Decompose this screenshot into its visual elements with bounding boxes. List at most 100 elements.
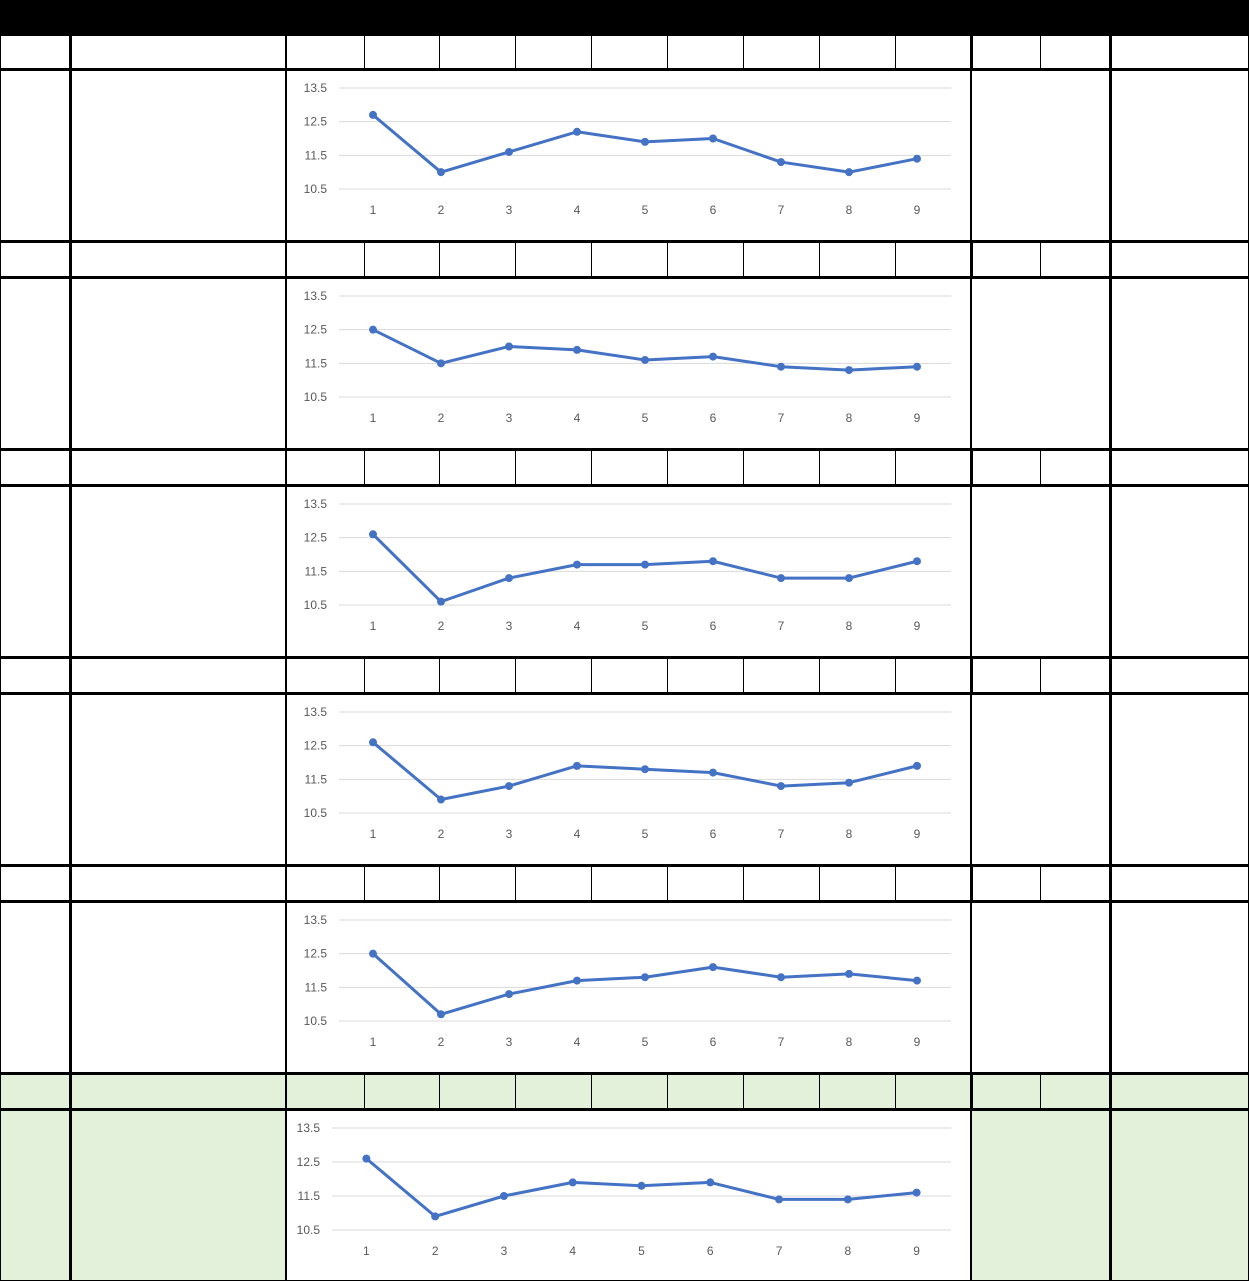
value-cell[interactable] <box>895 242 971 278</box>
value-cell[interactable] <box>971 658 1040 694</box>
value-cell[interactable] <box>515 1074 591 1110</box>
value-cell[interactable] <box>515 35 591 70</box>
value-cell[interactable] <box>591 450 667 486</box>
value-cell[interactable] <box>591 658 667 694</box>
value-cell[interactable] <box>364 866 439 902</box>
value-cell[interactable] <box>286 450 364 486</box>
value-cell[interactable] <box>743 242 819 278</box>
value-cell[interactable] <box>364 658 439 694</box>
data-point <box>499 1192 508 1200</box>
value-cell[interactable] <box>591 35 667 70</box>
value-cell[interactable] <box>1040 1074 1110 1110</box>
value-cell[interactable] <box>364 35 439 70</box>
value-cell[interactable] <box>667 242 743 278</box>
value-cell[interactable] <box>591 242 667 278</box>
data-point <box>568 1178 577 1187</box>
value-cell[interactable] <box>1179 658 1249 694</box>
value-cell[interactable] <box>743 450 819 486</box>
value-cell[interactable] <box>286 1074 364 1110</box>
value-cell[interactable] <box>1040 35 1110 70</box>
year-cell[interactable] <box>0 866 70 902</box>
data-point <box>505 782 513 791</box>
data-point <box>437 168 445 177</box>
value-cell[interactable] <box>515 658 591 694</box>
value-cell[interactable] <box>364 1074 439 1110</box>
year-cell[interactable] <box>0 658 70 694</box>
value-cell[interactable] <box>667 1074 743 1110</box>
value-cell[interactable] <box>1040 450 1110 486</box>
value-cell[interactable] <box>667 658 743 694</box>
value-cell[interactable] <box>364 450 439 486</box>
value-cell[interactable] <box>819 242 895 278</box>
value-cell[interactable] <box>1040 242 1110 278</box>
value-cell[interactable] <box>971 866 1040 902</box>
value-cell[interactable] <box>667 35 743 70</box>
value-cell[interactable] <box>591 866 667 902</box>
value-cell[interactable] <box>286 658 364 694</box>
value-cell[interactable] <box>1110 1074 1179 1110</box>
horse-name-cell[interactable] <box>70 450 286 486</box>
horse-name-cell[interactable] <box>70 866 286 902</box>
x-tick-label: 1 <box>363 1244 370 1258</box>
horse-name-cell[interactable] <box>70 242 286 278</box>
value-cell[interactable] <box>286 866 364 902</box>
value-cell[interactable] <box>439 658 515 694</box>
value-cell[interactable] <box>1110 35 1179 70</box>
year-cell[interactable] <box>0 450 70 486</box>
value-cell[interactable] <box>895 658 971 694</box>
value-cell[interactable] <box>1179 450 1249 486</box>
value-cell[interactable] <box>515 450 591 486</box>
value-cell[interactable] <box>895 1074 971 1110</box>
value-cell[interactable] <box>1179 866 1249 902</box>
year-cell[interactable] <box>0 35 70 70</box>
year-cell[interactable] <box>0 242 70 278</box>
value-cell[interactable] <box>515 866 591 902</box>
value-cell[interactable] <box>1179 1074 1249 1110</box>
value-cell[interactable] <box>819 35 895 70</box>
value-cell[interactable] <box>439 242 515 278</box>
value-cell[interactable] <box>895 866 971 902</box>
value-cell[interactable] <box>286 35 364 70</box>
value-cell[interactable] <box>667 866 743 902</box>
value-cell[interactable] <box>895 450 971 486</box>
value-cell[interactable] <box>1179 35 1249 70</box>
value-cell[interactable] <box>971 1074 1040 1110</box>
x-tick-label: 1 <box>370 827 377 841</box>
value-cell[interactable] <box>364 242 439 278</box>
horse-name-cell[interactable] <box>70 35 286 70</box>
value-cell[interactable] <box>1040 866 1110 902</box>
value-cell[interactable] <box>743 658 819 694</box>
data-point <box>777 973 785 982</box>
year-cell[interactable] <box>0 1074 70 1110</box>
horse-name-cell[interactable] <box>70 658 286 694</box>
value-cell[interactable] <box>667 450 743 486</box>
value-cell[interactable] <box>743 35 819 70</box>
value-cell[interactable] <box>439 450 515 486</box>
x-tick-label: 6 <box>710 1035 717 1049</box>
value-cell[interactable] <box>1179 242 1249 278</box>
value-cell[interactable] <box>819 866 895 902</box>
value-cell[interactable] <box>1110 242 1179 278</box>
value-cell[interactable] <box>1110 450 1179 486</box>
value-cell[interactable] <box>895 35 971 70</box>
value-cell[interactable] <box>1110 866 1179 902</box>
value-cell[interactable] <box>439 866 515 902</box>
value-cell[interactable] <box>819 1074 895 1110</box>
value-cell[interactable] <box>1040 658 1110 694</box>
x-tick-label: 8 <box>846 827 853 841</box>
value-cell[interactable] <box>743 866 819 902</box>
value-cell[interactable] <box>1110 658 1179 694</box>
value-cell[interactable] <box>819 658 895 694</box>
value-cell[interactable] <box>971 450 1040 486</box>
value-cell[interactable] <box>971 35 1040 70</box>
value-cell[interactable] <box>286 242 364 278</box>
value-cell[interactable] <box>971 242 1040 278</box>
value-cell[interactable] <box>515 242 591 278</box>
horse-name-cell[interactable] <box>70 1074 286 1110</box>
value-cell[interactable] <box>591 1074 667 1110</box>
x-tick-label: 1 <box>370 619 377 633</box>
value-cell[interactable] <box>743 1074 819 1110</box>
value-cell[interactable] <box>439 1074 515 1110</box>
value-cell[interactable] <box>439 35 515 70</box>
value-cell[interactable] <box>819 450 895 486</box>
